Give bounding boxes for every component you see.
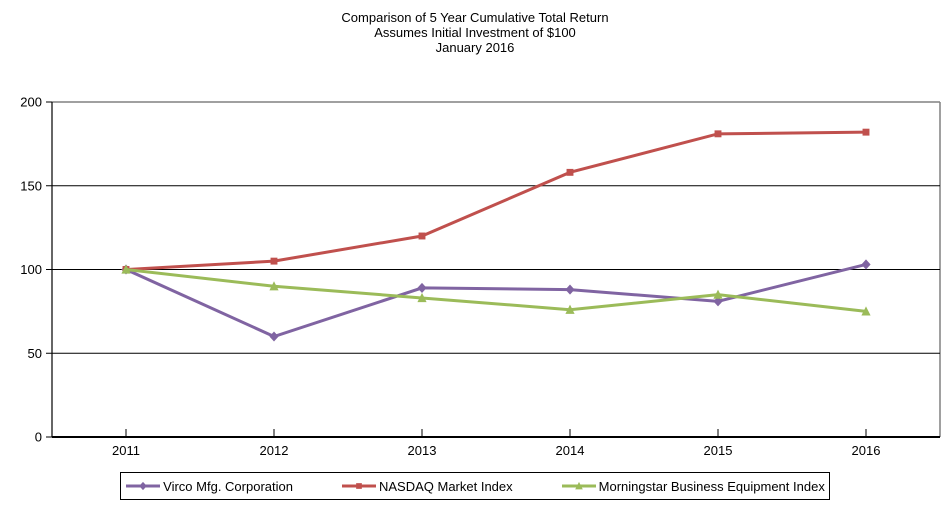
data-point-diamond — [861, 259, 871, 270]
title-line-1: Comparison of 5 Year Cumulative Total Re… — [341, 10, 609, 25]
gridlines — [52, 185, 940, 354]
data-point-triangle — [121, 264, 131, 274]
data-point-triangle — [269, 281, 279, 291]
legend-label: NASDAQ Market Index — [378, 478, 513, 494]
series-line — [125, 130, 867, 271]
square-line-swatch-icon — [341, 483, 376, 489]
series-line — [125, 268, 867, 313]
data-point-square — [862, 128, 870, 136]
y-axis-labels: 0 50 100 150 200 — [20, 95, 42, 445]
series-morningstar-business-equipment-index — [121, 264, 871, 316]
legend-label: Morningstar Business Equipment Index — [598, 478, 825, 494]
x-axis-label: 2011 — [112, 443, 140, 458]
data-point-square — [714, 130, 722, 138]
diamond-line-swatch-icon — [126, 481, 161, 491]
legend-marker-diamond — [139, 481, 147, 491]
data-point-diamond — [565, 284, 575, 295]
y-axis-label: 200 — [20, 95, 42, 110]
data-point-triangle — [565, 304, 575, 314]
x-axis-label: 2015 — [704, 443, 733, 458]
legend-item-nasdaq-market-index: NASDAQ Market Index — [341, 479, 513, 494]
legend-marker-triangle — [574, 481, 583, 490]
legend: Virco Mfg. Corporation NASDAQ Market Inde… — [120, 472, 830, 500]
x-axis-label: 2016 — [852, 443, 881, 458]
y-axis-label: 0 — [35, 430, 42, 445]
triangle-line-swatch-icon — [561, 481, 596, 490]
x-axis-labels: 2011 2012 2013 2014 2015 2016 — [112, 443, 880, 458]
data-point-triangle — [861, 306, 871, 316]
title-line-2: Assumes Initial Investment of $100 — [374, 25, 576, 40]
legend-label: Virco Mfg. Corporation — [163, 478, 293, 494]
data-point-square — [566, 168, 574, 176]
legend-item-morningstar-business-equipment-index: Morningstar Business Equipment Index — [561, 479, 825, 494]
data-point-triangle — [713, 289, 723, 299]
chart-title: Comparison of 5 Year Cumulative Total Re… — [0, 10, 950, 55]
data-point-triangle — [417, 292, 427, 303]
y-axis-label: 100 — [20, 262, 42, 277]
data-point-square — [418, 232, 426, 240]
data-point-square — [270, 257, 278, 265]
data-point-diamond — [269, 331, 279, 342]
x-axis-label: 2012 — [260, 443, 289, 458]
y-axis-label: 50 — [28, 346, 42, 361]
legend-item-virco-mfg-corporation: Virco Mfg. Corporation — [125, 479, 293, 494]
x-axis-label: 2014 — [556, 443, 585, 458]
x-axis-label: 2013 — [408, 443, 437, 458]
series-nasdaq-market-index — [122, 128, 870, 273]
series-line — [125, 263, 867, 339]
data-point-diamond — [713, 296, 723, 307]
data-point-diamond — [417, 282, 427, 293]
tick-marks — [46, 101, 867, 438]
title-line-3: January 2016 — [435, 40, 515, 55]
y-axis-label: 150 — [20, 178, 42, 193]
legend-marker-square — [356, 483, 362, 489]
